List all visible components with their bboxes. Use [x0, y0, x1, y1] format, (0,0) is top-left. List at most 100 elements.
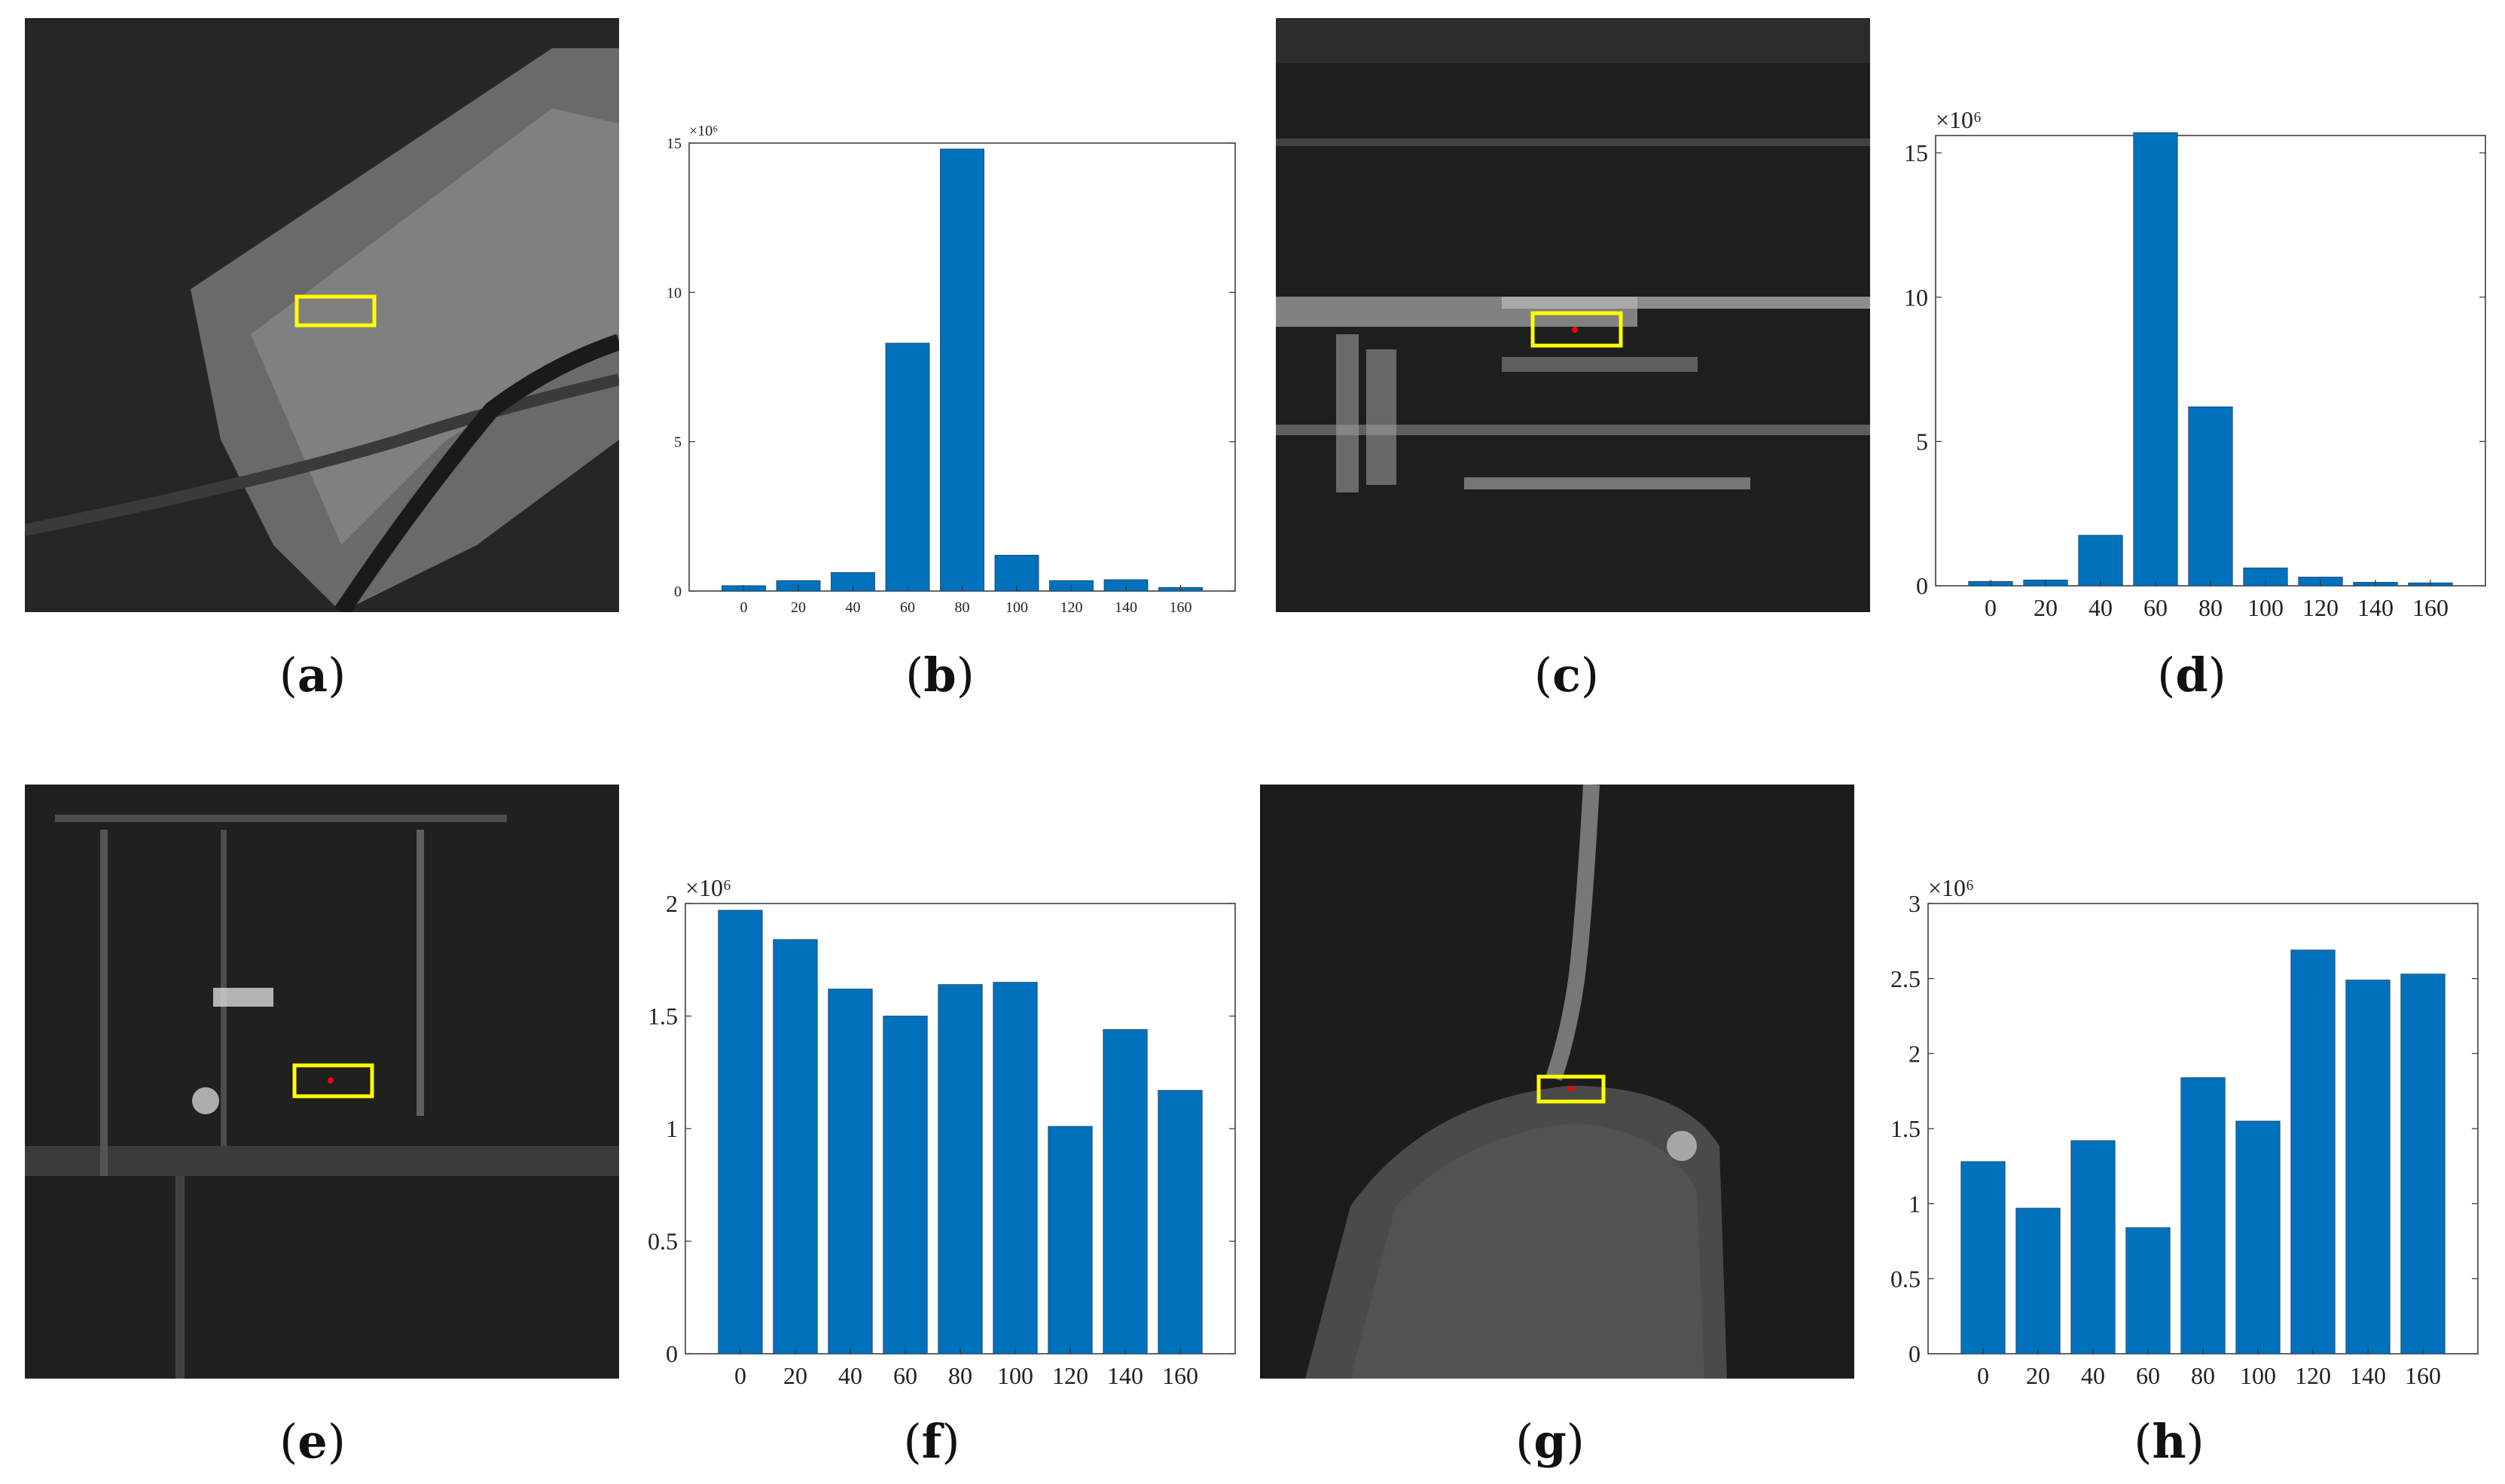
- x-tick-label: 80: [2198, 594, 2223, 621]
- y-tick-label: 2.5: [1890, 965, 1921, 992]
- y-tick-label: 0.5: [1890, 1266, 1921, 1293]
- x-tick-label: 120: [2302, 594, 2339, 621]
- target-marker: [1572, 327, 1578, 333]
- x-tick-label: 20: [791, 599, 806, 616]
- caption-f: (f): [903, 1414, 960, 1469]
- river-channel: [334, 334, 619, 612]
- bar: [2400, 974, 2446, 1354]
- y-tick-label: 2: [666, 890, 678, 917]
- y-tick-label: 1: [666, 1115, 678, 1142]
- x-tick-label: 40: [2089, 594, 2113, 621]
- target-marker: [328, 1077, 334, 1083]
- target-marker: [1568, 1086, 1574, 1092]
- y-tick-label: 3: [1908, 890, 1921, 917]
- bar: [2015, 1208, 2061, 1354]
- caption-d: (d): [2157, 648, 2226, 702]
- y-tick-label: 1: [1908, 1190, 1921, 1217]
- x-tick-label: 140: [1107, 1362, 1143, 1389]
- caption-b: (b): [905, 648, 975, 702]
- bar-chart-h-svg: 0 0.5 1 1.5 2 2.5 3 ×10⁶ 0 20 40 60 80 100 120 140 160: [1890, 874, 2479, 1389]
- sar-image-a: [25, 18, 619, 612]
- bar: [2070, 1140, 2116, 1354]
- x-tick-label: 100: [2247, 594, 2284, 621]
- bar-chart-h: 0 0.5 1 1.5 2 2.5 3 ×10⁶ 0 20 40 60 80 100 120 140 160: [1875, 873, 2493, 1400]
- bar: [828, 989, 873, 1354]
- x-tick-label: 100: [997, 1362, 1033, 1389]
- x-tick-label: 160: [2405, 1362, 2441, 1389]
- y-scale-label: ×10⁶: [689, 123, 718, 139]
- y-scale-label: ×10⁶: [1928, 874, 1974, 901]
- bar: [2235, 1120, 2281, 1354]
- x-tick-label: 40: [2081, 1362, 2105, 1389]
- y-tick-label: 1.5: [648, 1003, 678, 1030]
- y-scale-label: ×10⁶: [685, 874, 731, 901]
- y-scale-label: ×10⁶: [1936, 106, 1982, 133]
- y-tick-label: 1.5: [1890, 1115, 1921, 1142]
- x-tick-label: 80: [2191, 1362, 2215, 1389]
- x-tick-label: 20: [2026, 1362, 2050, 1389]
- x-tick-label: 0: [740, 599, 748, 616]
- caption-c: (c): [1533, 648, 1600, 702]
- target-bbox: [294, 294, 377, 328]
- bar: [2188, 406, 2233, 587]
- bar-chart-f-svg: 0 0.5 1 1.5 2 ×10⁶ 0 20 40 60 80 100 120 140 160: [648, 874, 1236, 1389]
- y-tick-label: 0: [674, 584, 682, 600]
- y-tick-label: 0: [1908, 1340, 1921, 1367]
- bar: [1960, 1161, 2006, 1354]
- y-tick-label: 10: [667, 285, 682, 301]
- bar: [885, 343, 930, 592]
- bar: [2345, 980, 2391, 1354]
- x-tick-label: 0: [1985, 594, 1997, 621]
- x-tick-label: 40: [838, 1362, 862, 1389]
- target-bbox: [1530, 311, 1623, 348]
- bar: [1158, 1089, 1203, 1354]
- caption-g: (g): [1515, 1414, 1585, 1469]
- target-bbox: [1536, 1074, 1606, 1104]
- x-tick-label: 80: [955, 599, 970, 616]
- bar-chart-d: 0 5 10 15 ×10⁶ 0 20 40 60 80 100 120 140 160: [1883, 105, 2500, 632]
- x-tick-label: 80: [948, 1362, 972, 1389]
- bar: [2078, 535, 2123, 587]
- x-tick-label: 160: [2412, 594, 2449, 621]
- x-tick-label: 60: [2143, 594, 2168, 621]
- bar: [993, 982, 1038, 1354]
- y-tick-label: 10: [1904, 284, 1928, 311]
- bar: [940, 148, 984, 592]
- y-tick-label: 0: [1916, 572, 1928, 599]
- bar: [1048, 1126, 1093, 1354]
- bar-chart-d-svg: 0 5 10 15 ×10⁶ 0 20 40 60 80 100 120 140 160: [1904, 106, 2486, 621]
- caption-h: (h): [2134, 1414, 2204, 1469]
- sar-image-c: [1276, 18, 1870, 612]
- bar: [2125, 1227, 2171, 1354]
- sar-image-g: [1260, 785, 1854, 1379]
- sar-image-e: [25, 785, 619, 1379]
- x-tick-label: 140: [2350, 1362, 2386, 1389]
- y-tick-label: 2: [1908, 1041, 1921, 1068]
- x-tick-label: 20: [783, 1362, 807, 1389]
- bar: [773, 939, 818, 1354]
- caption-e: (e): [279, 1414, 346, 1469]
- x-tick-label: 0: [1977, 1362, 1989, 1389]
- x-tick-label: 160: [1162, 1362, 1198, 1389]
- x-tick-label: 160: [1170, 599, 1192, 616]
- bar: [883, 1016, 928, 1354]
- y-tick-label: 5: [1916, 428, 1928, 456]
- bar: [718, 910, 763, 1354]
- bar-chart-b-svg: 0 5 10 15 ×10⁶ 0 20 40 60 80 100 120 140 160: [667, 123, 1236, 616]
- y-tick-label: 15: [1904, 139, 1928, 166]
- y-tick-label: 15: [667, 136, 682, 152]
- y-tick-label: 0: [666, 1340, 678, 1367]
- x-tick-label: 120: [1052, 1362, 1088, 1389]
- bar-chart-b: 0 5 10 15 ×10⁶ 0 20 40 60 80 100 120 140 160: [655, 113, 1250, 625]
- bar: [2290, 949, 2336, 1354]
- bar: [1103, 1029, 1148, 1354]
- x-tick-label: 120: [1060, 599, 1083, 616]
- bar: [2133, 132, 2178, 587]
- target-bbox: [292, 1063, 374, 1099]
- bar-chart-f: 0 0.5 1 1.5 2 ×10⁶ 0 20 40 60 80 100 120 140 160: [633, 873, 1250, 1400]
- x-tick-label: 0: [734, 1362, 746, 1389]
- x-tick-label: 60: [2136, 1362, 2160, 1389]
- y-tick-label: 0.5: [648, 1228, 678, 1255]
- jetty-structure: [1545, 785, 1600, 1081]
- x-tick-label: 120: [2295, 1362, 2331, 1389]
